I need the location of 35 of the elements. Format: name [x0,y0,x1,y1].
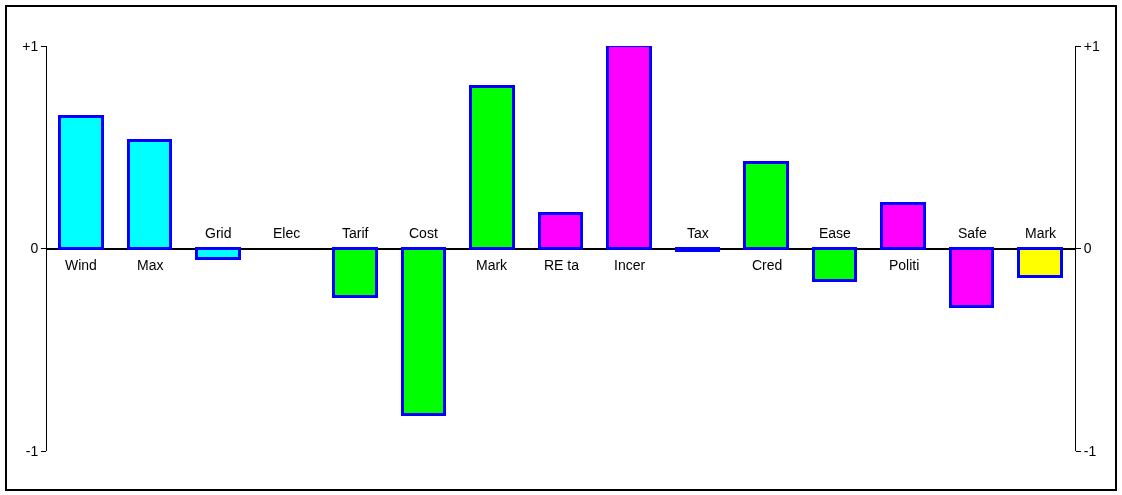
bar [1017,247,1063,278]
bar [195,247,241,260]
x-tick-label: Cost [409,225,438,241]
bar [58,115,104,250]
x-tick-label: Politi [889,257,920,273]
bar [332,247,378,298]
x-tick-label: Max [137,257,164,273]
x-tick-label: Elec [273,225,301,241]
bar [743,161,789,250]
bar [127,139,172,250]
x-tick-label: Tax [687,225,709,241]
y-tick-label: -1 [25,442,39,459]
bar [949,247,994,308]
x-tick-label: Mark [476,257,509,273]
bar [675,247,720,252]
x-tick-label: Safe [958,225,988,241]
bar [606,46,652,250]
x-tick-label: Ease [819,225,852,241]
y2-tick-label: 0 [1083,240,1092,257]
x-tick-label: Mark [1025,225,1058,241]
bar [538,212,583,250]
y2-tick-label: +1 [1083,37,1100,54]
x-tick-label: Incer [614,257,646,273]
bar [880,202,926,250]
bar [401,247,446,416]
x-tick-label: Grid [205,225,232,241]
x-tick-label: RE ta [544,257,580,273]
y-tick-label: +1 [22,37,39,54]
y-tick-label: 0 [30,240,39,257]
x-tick-label: Tarif [342,225,369,241]
x-tick-label: Cred [752,257,783,273]
y2-tick-label: -1 [1083,442,1097,459]
x-tick-label: Wind [65,257,97,273]
bar [469,85,515,250]
bar [812,247,857,282]
